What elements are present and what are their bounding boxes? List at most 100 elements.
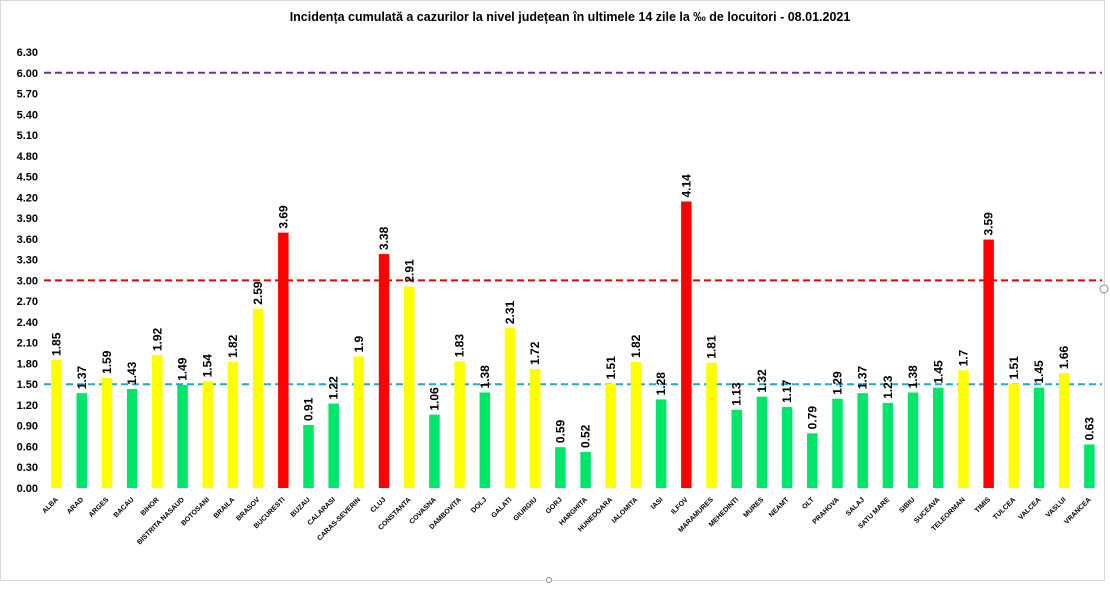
x-tick-label: NEAMT bbox=[768, 496, 791, 519]
data-label: 4.14 bbox=[679, 174, 693, 198]
data-label: 1.92 bbox=[150, 327, 164, 351]
x-tick-label: DOLJ bbox=[470, 496, 488, 514]
bars bbox=[51, 201, 1095, 488]
x-tick-label: VASLUI bbox=[1045, 496, 1068, 519]
resize-handle-right[interactable] bbox=[1099, 284, 1109, 294]
y-tick-label: 1.50 bbox=[17, 379, 38, 391]
bar bbox=[152, 355, 163, 488]
bar bbox=[630, 362, 642, 488]
x-tick-label: ARAD bbox=[66, 496, 85, 515]
data-label: 3.38 bbox=[377, 226, 391, 250]
y-tick-label: 5.10 bbox=[17, 130, 38, 142]
x-tick-label: VALCEA bbox=[1018, 496, 1043, 521]
bar bbox=[857, 393, 868, 488]
reference-lines bbox=[44, 71, 1102, 386]
y-tick-label: 3.60 bbox=[17, 234, 38, 246]
data-label: 1.85 bbox=[50, 332, 64, 356]
data-label: 1.72 bbox=[528, 341, 542, 365]
data-label: 1.22 bbox=[327, 376, 341, 400]
bar bbox=[252, 308, 264, 488]
bar bbox=[353, 356, 365, 488]
x-tick-label: VRANCEA bbox=[1063, 496, 1092, 525]
bar bbox=[529, 368, 541, 488]
data-label: 1.38 bbox=[478, 365, 492, 389]
bar bbox=[227, 362, 239, 488]
x-tick-label: BRASOV bbox=[235, 496, 261, 522]
data-label: 1.37 bbox=[75, 366, 89, 390]
y-tick-label: 1.80 bbox=[17, 358, 38, 370]
bar bbox=[454, 361, 465, 488]
y-tick-label: 4.20 bbox=[17, 192, 38, 204]
data-label: 1.81 bbox=[705, 335, 719, 359]
y-tick-label: 6.00 bbox=[17, 68, 38, 80]
bar bbox=[126, 389, 138, 488]
bar bbox=[580, 452, 591, 488]
bar bbox=[731, 409, 742, 488]
data-label: 1.9 bbox=[352, 336, 366, 353]
data-label: 2.91 bbox=[402, 259, 416, 283]
y-tick-label: 4.80 bbox=[17, 151, 38, 163]
data-label: 3.69 bbox=[276, 205, 290, 229]
data-label: 1.29 bbox=[831, 371, 845, 395]
data-label: 1.45 bbox=[931, 360, 945, 384]
data-label: 0.52 bbox=[579, 424, 593, 448]
x-tick-label: OLT bbox=[801, 496, 816, 511]
x-tick-label: CLUJ bbox=[370, 496, 388, 514]
data-label: 1.28 bbox=[654, 372, 668, 396]
y-tick-label: 6.30 bbox=[17, 47, 38, 59]
data-label: 0.59 bbox=[553, 419, 567, 443]
data-label: 1.82 bbox=[226, 334, 240, 358]
y-tick-label: 0.60 bbox=[17, 441, 38, 453]
data-label: 1.38 bbox=[906, 365, 920, 389]
bar bbox=[504, 328, 516, 488]
data-label: 0.79 bbox=[805, 406, 819, 430]
y-tick-label: 0.90 bbox=[17, 421, 38, 433]
bar bbox=[958, 370, 969, 488]
x-tick-label: TIMIS bbox=[974, 496, 992, 514]
bar bbox=[706, 362, 717, 488]
x-tick-label: GORJ bbox=[545, 496, 564, 515]
x-tick-label: SALAJ bbox=[845, 496, 866, 517]
bar bbox=[404, 286, 415, 488]
data-label: 1.37 bbox=[856, 366, 870, 390]
bar bbox=[177, 384, 188, 488]
x-tick-label: BISTRITA NASAUD bbox=[136, 496, 186, 546]
x-tick-label: PRAHOVA bbox=[812, 496, 841, 525]
x-tick-label: BRAILA bbox=[213, 496, 237, 520]
data-labels: 1.85 1.37 1.59 1.43 1.92 1.49 1.54 1.82 2.59 3.69… bbox=[50, 174, 1097, 448]
y-tick-label: 2.40 bbox=[17, 317, 38, 329]
chart-title: Incidența cumulată a cazurilor la nivel … bbox=[290, 10, 851, 24]
x-tick-label: SIBIU bbox=[898, 496, 916, 514]
x-tick-label: ILFOV bbox=[670, 496, 690, 516]
x-tick-label: BIHOR bbox=[140, 496, 161, 517]
bar bbox=[278, 232, 289, 488]
data-label: 1.49 bbox=[176, 357, 190, 381]
bar bbox=[555, 447, 566, 488]
x-tick-label: IALOMITA bbox=[611, 496, 640, 525]
x-tick-label: TULCEA bbox=[992, 496, 1017, 521]
y-axis: 0.00 0.30 0.60 0.90 1.20 1.50 1.80 2.10 2.40 2.70… bbox=[17, 47, 38, 495]
bar bbox=[378, 254, 390, 488]
bar bbox=[1084, 444, 1095, 488]
bar bbox=[781, 407, 793, 488]
bar bbox=[303, 425, 314, 488]
data-label: 1.66 bbox=[1057, 345, 1071, 369]
bar bbox=[429, 414, 440, 488]
x-tick-label: BUZAU bbox=[290, 496, 312, 518]
data-label: 1.83 bbox=[453, 334, 467, 358]
data-label: 1.51 bbox=[604, 356, 618, 380]
bar bbox=[882, 402, 894, 488]
bar bbox=[76, 393, 88, 488]
data-label: 3.59 bbox=[982, 212, 996, 236]
resize-handle-bottom[interactable] bbox=[546, 577, 552, 583]
y-tick-label: 3.00 bbox=[17, 275, 38, 287]
data-label: 2.59 bbox=[251, 281, 265, 305]
data-label: 1.13 bbox=[730, 382, 744, 406]
data-label: 0.63 bbox=[1082, 417, 1096, 441]
y-tick-label: 2.70 bbox=[17, 296, 38, 308]
x-tick-label: CARAS-SEVERIN bbox=[316, 496, 362, 542]
y-tick-label: 4.50 bbox=[17, 172, 38, 184]
x-tick-label: IASI bbox=[650, 496, 665, 511]
